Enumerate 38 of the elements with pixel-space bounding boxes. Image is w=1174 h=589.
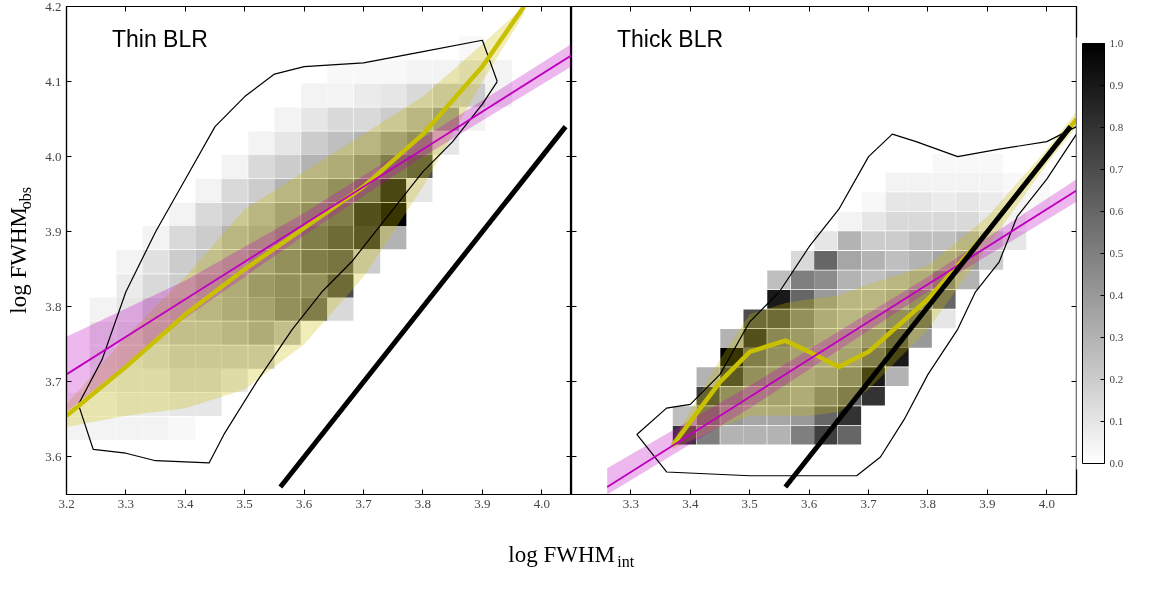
x-tick-label: 4.0 — [533, 495, 550, 511]
y-tick-label: 4.0 — [45, 148, 62, 164]
x-tick-label: 4.0 — [1038, 495, 1055, 511]
text: Thick BLR — [616, 26, 724, 53]
color-bar-label: 0.4 — [1109, 289, 1124, 301]
color-bar-label: 0.9 — [1109, 79, 1124, 91]
y-tick-label: 3.9 — [45, 223, 62, 239]
y-tick-label: 4.2 — [45, 0, 62, 14]
x-tick-label: 3.3 — [117, 495, 135, 511]
x-tick-label: 3.5 — [236, 495, 253, 511]
x-tick-label: 3.8 — [414, 495, 432, 511]
color-bar-label: 0.6 — [1109, 205, 1124, 217]
x-tick-label: 3.6 — [296, 495, 313, 511]
y-tick-label: 3.6 — [45, 448, 62, 464]
x-tick-label: 3.6 — [801, 495, 818, 511]
x-tick-label: 3.7 — [355, 495, 373, 511]
x-tick-label: 3.4 — [177, 495, 194, 511]
x-tick-label: 3.9 — [474, 495, 491, 511]
color-bar-label: 0.2 — [1109, 373, 1124, 385]
x-tick-label: 3.8 — [919, 495, 937, 511]
y-tick-label: 3.8 — [45, 298, 62, 314]
x-tick-label: 3.9 — [979, 495, 996, 511]
x-tick-label: 3.4 — [682, 495, 699, 511]
y-axis-title: log FWHMobs — [6, 186, 34, 314]
text: Thin BLR — [111, 26, 208, 53]
color-bar-label: 0.1 — [1109, 415, 1124, 427]
color-bar-label: 0.3 — [1109, 331, 1124, 343]
color-bar-label: 1.0 — [1109, 37, 1124, 49]
color-bar-label: 0.0 — [1109, 457, 1124, 469]
color-bar-label: 0.5 — [1109, 247, 1124, 259]
x-tick-label: 3.2 — [58, 495, 75, 511]
color-bar-label: 0.7 — [1109, 163, 1124, 175]
x-tick-label: 3.7 — [860, 495, 878, 511]
color-bar-label: 0.8 — [1109, 121, 1124, 133]
y-tick-label: 4.1 — [45, 73, 62, 89]
x-tick-label: 3.3 — [622, 495, 640, 511]
x-tick-label: 3.5 — [741, 495, 758, 511]
y-tick-label: 3.7 — [45, 373, 62, 389]
